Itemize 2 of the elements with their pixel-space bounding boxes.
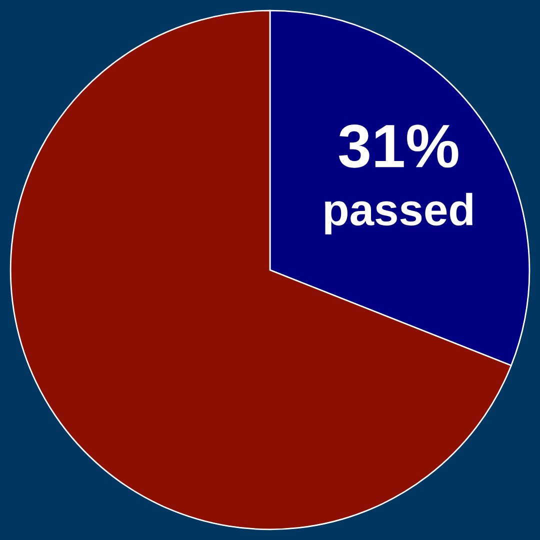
data-label: 31% <box>338 124 458 168</box>
slice-label: passed <box>325 192 472 234</box>
